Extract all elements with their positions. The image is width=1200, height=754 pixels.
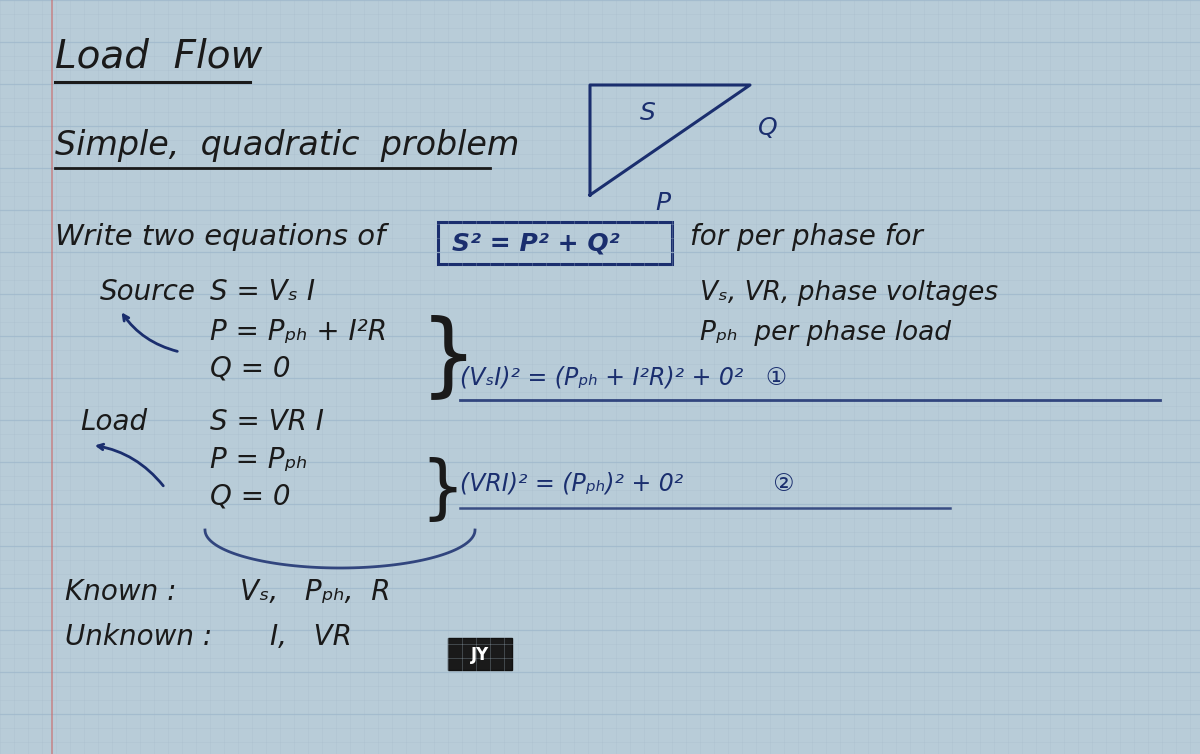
- Text: P = Pₚₕ + I²R: P = Pₚₕ + I²R: [210, 318, 386, 346]
- Text: S² = P² + Q²: S² = P² + Q²: [452, 232, 619, 256]
- Text: Load: Load: [80, 408, 148, 436]
- Text: JY: JY: [470, 646, 490, 664]
- Text: Vₛ, VR, phase voltages: Vₛ, VR, phase voltages: [700, 280, 998, 306]
- Text: Source: Source: [100, 278, 196, 306]
- Text: I,   VR: I, VR: [270, 623, 352, 651]
- Text: (VRI)² = (Pₚₕ)² + 0²            ②: (VRI)² = (Pₚₕ)² + 0² ②: [460, 471, 794, 495]
- Text: Load  Flow: Load Flow: [55, 38, 263, 76]
- Text: Simple,  quadratic  problem: Simple, quadratic problem: [55, 129, 520, 162]
- Text: Write two equations of: Write two equations of: [55, 223, 385, 251]
- Text: Q = 0: Q = 0: [210, 354, 290, 382]
- Text: P: P: [655, 191, 670, 215]
- Text: Vₛ,   Pₚₕ,  R: Vₛ, Pₚₕ, R: [240, 578, 390, 606]
- Text: S = VR I: S = VR I: [210, 408, 324, 436]
- Text: Pₚₕ  per phase load: Pₚₕ per phase load: [700, 320, 952, 346]
- Text: S = Vₛ I: S = Vₛ I: [210, 278, 314, 306]
- Text: Known :: Known :: [65, 578, 176, 606]
- Text: P = Pₚₕ: P = Pₚₕ: [210, 446, 307, 474]
- Text: S: S: [640, 101, 656, 125]
- Text: Q: Q: [758, 116, 778, 140]
- Text: Unknown :: Unknown :: [65, 623, 212, 651]
- Text: }: }: [420, 314, 478, 402]
- Text: }: }: [420, 456, 464, 523]
- Text: for per phase for: for per phase for: [690, 223, 923, 251]
- FancyBboxPatch shape: [448, 638, 512, 670]
- Text: (VₛI)² = (Pₚₕ + I²R)² + 0²   ①: (VₛI)² = (Pₚₕ + I²R)² + 0² ①: [460, 366, 787, 390]
- Text: Q = 0: Q = 0: [210, 483, 290, 511]
